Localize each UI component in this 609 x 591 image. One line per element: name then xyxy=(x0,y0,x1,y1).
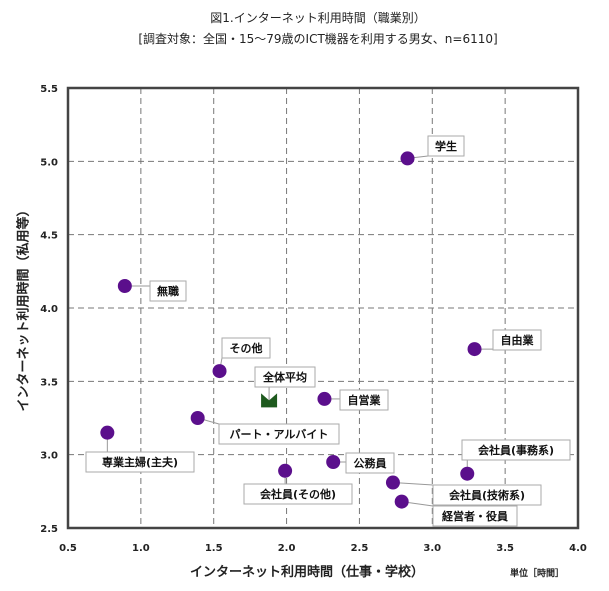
x-tick-label: 0.5 xyxy=(59,543,77,554)
label-box xyxy=(427,135,465,157)
point-label: パート・アルバイト xyxy=(230,428,329,441)
point-label: その他 xyxy=(230,341,263,355)
x-tick-label: 4.0 xyxy=(569,543,587,554)
x-tick-label: 3.5 xyxy=(496,543,514,554)
point-label: 会社員(技術系) xyxy=(449,488,525,502)
data-point xyxy=(212,364,227,379)
y-tick-label: 5.5 xyxy=(40,84,58,95)
y-tick-label: 4.5 xyxy=(40,231,58,242)
x-tick-label: 2.0 xyxy=(278,543,296,554)
label-box xyxy=(461,439,571,461)
average-marker xyxy=(261,393,278,408)
x-axis-label: インターネット利用時間（仕事・学校） xyxy=(190,565,425,580)
point-label: 会社員(その他) xyxy=(260,487,336,501)
x-tick-label: 1.5 xyxy=(205,543,223,554)
y-tick-label: 2.5 xyxy=(40,524,58,535)
data-point xyxy=(100,425,115,440)
point-label: 学生 xyxy=(435,139,457,153)
point-label: 自営業 xyxy=(348,393,382,407)
y-tick-label: 3.0 xyxy=(40,451,58,462)
data-point xyxy=(385,475,400,490)
x-tick-label: 3.0 xyxy=(423,543,441,554)
label-box xyxy=(432,505,518,527)
chart-subtitle: [調査対象：全国・15～79歳のICT機器を利用する男女、n=6110] xyxy=(138,32,498,46)
point-label: 全体平均 xyxy=(262,370,307,384)
label-box xyxy=(432,484,542,506)
label-box xyxy=(492,329,542,351)
point-label: 公務員 xyxy=(354,456,387,470)
chart-title: 図1.インターネット利用時間（職業別） xyxy=(210,11,426,25)
label-box xyxy=(243,483,353,505)
x-tick-label: 1.0 xyxy=(132,543,150,554)
point-label: 経営者・役員 xyxy=(442,509,508,523)
point-label: 会社員(事務系) xyxy=(478,443,554,457)
y-tick-label: 3.5 xyxy=(40,377,58,388)
label-box xyxy=(345,452,395,474)
y-tick-label: 5.0 xyxy=(40,157,58,168)
label-box xyxy=(218,423,340,445)
data-point xyxy=(400,151,415,166)
data-point xyxy=(190,411,205,425)
point-label: 無職 xyxy=(157,284,179,298)
unit-note: 単位［時間］ xyxy=(510,569,565,579)
y-axis-label: インターネット利用時間（私用等） xyxy=(16,203,32,412)
data-point xyxy=(278,463,293,478)
plot-frame xyxy=(66,86,580,530)
data-point xyxy=(326,455,341,469)
label-box xyxy=(339,389,389,411)
data-point xyxy=(467,342,482,357)
label-box xyxy=(254,366,316,388)
data-point xyxy=(317,391,332,406)
data-point xyxy=(117,279,132,293)
label-box xyxy=(85,451,195,473)
label-box xyxy=(149,280,187,302)
point-label: 自由業 xyxy=(501,333,535,347)
data-point xyxy=(394,494,409,509)
label-box xyxy=(221,337,271,359)
data-point xyxy=(460,466,475,481)
x-tick-label: 2.5 xyxy=(351,543,369,554)
y-tick-label: 4.0 xyxy=(40,304,58,315)
point-label: 専業主婦(主夫) xyxy=(102,455,178,469)
